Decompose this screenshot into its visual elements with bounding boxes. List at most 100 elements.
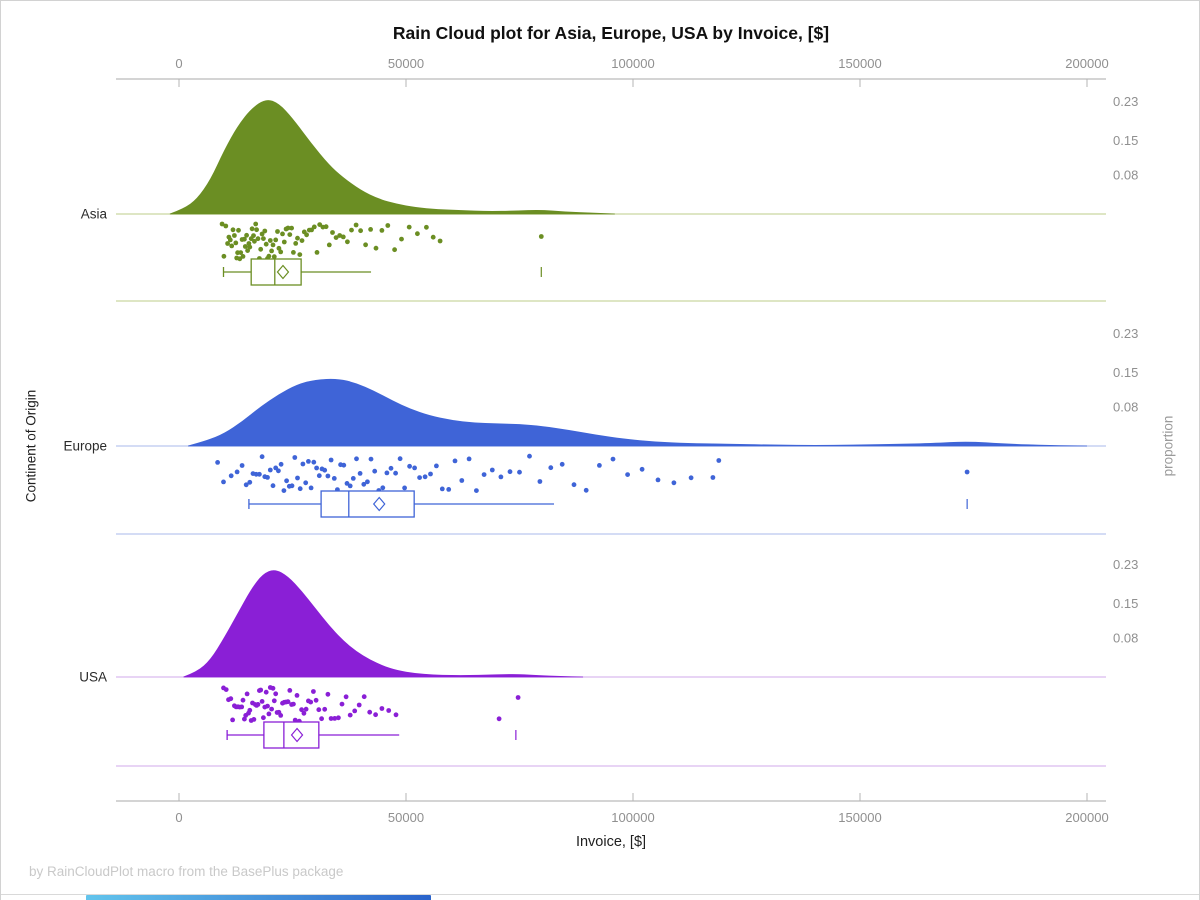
rain-point-asia — [225, 241, 231, 246]
rain-point-asia — [262, 228, 268, 234]
rain-point-usa — [336, 715, 341, 721]
rain-point-asia — [269, 248, 274, 254]
rain-point-europe — [559, 461, 565, 467]
rain-point-europe — [384, 470, 390, 476]
proportion-tick-label-usa: 0.15 — [1113, 596, 1138, 611]
rain-point-usa — [386, 708, 392, 713]
chart-title: Rain Cloud plot for Asia, Europe, USA by… — [392, 23, 830, 43]
rain-point-asia — [299, 238, 305, 244]
rain-point-usa — [263, 689, 269, 695]
rain-point-europe — [265, 475, 270, 480]
rain-point-europe — [247, 479, 253, 485]
rain-point-usa — [285, 699, 291, 705]
rain-point-asia — [275, 229, 280, 234]
rain-point-asia — [233, 240, 239, 246]
rain-point-asia — [261, 236, 266, 242]
rain-point-usa — [270, 685, 276, 691]
rain-point-usa — [316, 707, 322, 713]
rain-point-asia — [245, 248, 251, 254]
rain-point-asia — [276, 245, 282, 251]
rain-point-europe — [239, 463, 245, 468]
horizontal-scrollbar-thumb[interactable] — [86, 895, 431, 900]
x-tick-label-bottom: 50000 — [388, 810, 424, 825]
rain-point-europe — [710, 475, 716, 480]
rain-point-asia — [258, 246, 264, 252]
rain-point-asia — [271, 254, 277, 260]
rain-point-usa — [343, 694, 349, 700]
rain-point-usa — [311, 689, 316, 694]
rain-point-europe — [517, 469, 522, 475]
rain-point-asia — [232, 233, 237, 238]
y-axis-title: Continent of Origin — [23, 389, 39, 503]
x-tick-label-top: 200000 — [1065, 56, 1108, 71]
rain-point-asia — [293, 241, 299, 246]
rain-point-europe — [292, 455, 298, 460]
rain-point-europe — [303, 480, 309, 486]
rain-point-asia — [242, 244, 248, 249]
rain-point-usa — [255, 702, 261, 707]
rain-point-usa — [308, 699, 314, 705]
rain-point-europe — [322, 467, 328, 473]
rain-point-asia — [379, 228, 385, 233]
proportion-tick-label-europe: 0.15 — [1113, 365, 1138, 380]
rain-point-usa — [242, 716, 247, 722]
rain-point-europe — [716, 458, 722, 463]
rain-point-europe — [325, 473, 331, 479]
rain-point-asia — [267, 238, 273, 243]
category-label-asia: Asia — [81, 207, 108, 222]
rain-point-asia — [244, 232, 250, 238]
rain-point-asia — [266, 253, 272, 259]
rain-point-usa — [393, 712, 399, 718]
category-label-usa: USA — [79, 670, 107, 685]
rain-point-europe — [407, 463, 412, 469]
rain-point-europe — [331, 476, 337, 481]
rain-point-europe — [328, 457, 334, 463]
rain-point-usa — [269, 706, 274, 712]
rain-point-usa — [328, 716, 334, 721]
rain-point-europe — [365, 479, 370, 485]
rain-point-usa — [299, 707, 304, 713]
rain-point-asia — [240, 254, 246, 259]
rain-point-europe — [481, 472, 487, 477]
box-europe — [320, 490, 415, 518]
rain-point-usa — [271, 698, 277, 704]
rain-point-asia — [223, 223, 229, 229]
rain-point-europe — [276, 468, 281, 474]
rain-point-usa — [244, 691, 250, 697]
rain-point-europe — [397, 456, 403, 462]
x-tick-label-top: 0 — [175, 56, 182, 71]
x-tick-label-top: 50000 — [388, 56, 424, 71]
rain-point-asia — [242, 236, 247, 242]
rain-point-europe — [297, 486, 303, 492]
rain-point-asia — [291, 250, 296, 255]
rain-point-usa — [228, 696, 234, 702]
rain-point-asia — [227, 237, 233, 243]
rain-point-europe — [316, 473, 322, 479]
rain-point-europe — [583, 487, 589, 493]
rain-point-usa — [322, 706, 328, 712]
rain-point-europe — [422, 474, 428, 480]
rain-point-usa — [379, 706, 385, 711]
rain-point-europe — [498, 474, 504, 480]
rain-point-usa — [332, 716, 338, 721]
rain-point-usa — [294, 693, 300, 698]
rain-point-europe — [341, 462, 347, 468]
rain-point-asia — [263, 241, 269, 247]
rain-point-asia — [424, 224, 429, 230]
x-tick-label-top: 150000 — [838, 56, 881, 71]
rain-point-asia — [415, 231, 420, 237]
rain-point-europe — [354, 456, 359, 462]
rain-point-europe — [350, 476, 356, 481]
box-asia — [250, 258, 302, 286]
rain-point-usa — [230, 717, 236, 723]
rain-point-asia — [330, 230, 335, 235]
rain-point-europe — [439, 486, 445, 492]
rain-point-europe — [597, 463, 602, 468]
rain-point-europe — [412, 465, 417, 471]
rain-point-asia — [399, 236, 404, 242]
rain-point-usa — [278, 713, 284, 718]
rain-point-usa — [287, 688, 293, 693]
rain-point-europe — [688, 475, 694, 481]
rain-point-asia — [254, 227, 259, 233]
